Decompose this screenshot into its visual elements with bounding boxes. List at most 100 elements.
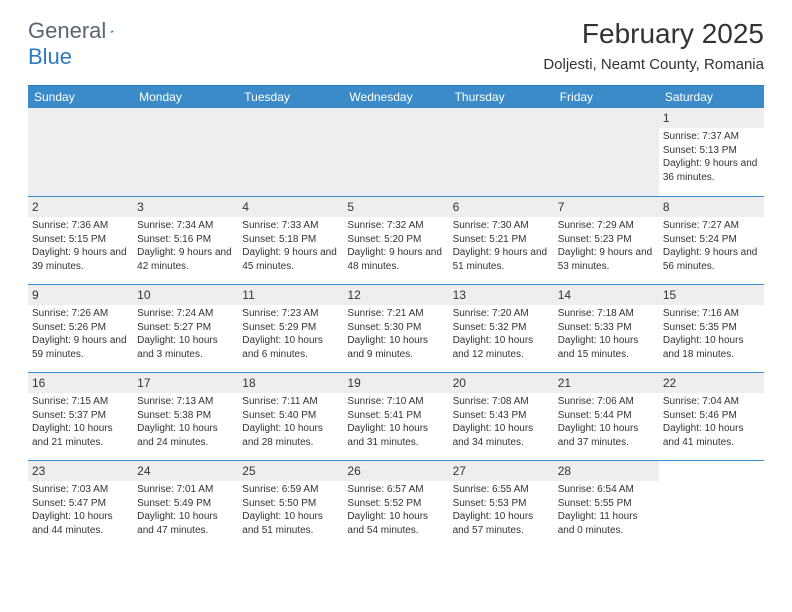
daylight: Daylight: 9 hours and 42 minutes.: [137, 246, 234, 273]
logo-blue-row: Blue: [28, 44, 72, 70]
sunrise: Sunrise: 7:34 AM: [137, 219, 234, 233]
day-cell: 24Sunrise: 7:01 AMSunset: 5:49 PMDayligh…: [133, 460, 238, 548]
sunset: Sunset: 5:43 PM: [453, 409, 550, 423]
day-cell: 8Sunrise: 7:27 AMSunset: 5:24 PMDaylight…: [659, 196, 764, 284]
empty-cell: [238, 108, 343, 196]
daylight: Daylight: 10 hours and 6 minutes.: [242, 334, 339, 361]
sunrise: Sunrise: 7:20 AM: [453, 307, 550, 321]
sunrise: Sunrise: 7:37 AM: [663, 130, 760, 144]
sunset: Sunset: 5:35 PM: [663, 321, 760, 335]
sunrise: Sunrise: 7:16 AM: [663, 307, 760, 321]
sunrise: Sunrise: 7:06 AM: [558, 395, 655, 409]
day-number: 23: [28, 461, 133, 481]
daylight: Daylight: 9 hours and 39 minutes.: [32, 246, 129, 273]
sunset: Sunset: 5:41 PM: [347, 409, 444, 423]
day-cell: 3Sunrise: 7:34 AMSunset: 5:16 PMDaylight…: [133, 196, 238, 284]
daylight: Daylight: 10 hours and 54 minutes.: [347, 510, 444, 537]
sunrise: Sunrise: 7:04 AM: [663, 395, 760, 409]
dayhead-sun: Sunday: [28, 86, 133, 108]
sunset: Sunset: 5:32 PM: [453, 321, 550, 335]
daylight: Daylight: 10 hours and 24 minutes.: [137, 422, 234, 449]
sunrise: Sunrise: 7:32 AM: [347, 219, 444, 233]
sunrise: Sunrise: 7:26 AM: [32, 307, 129, 321]
day-number: 15: [659, 285, 764, 305]
sunset: Sunset: 5:52 PM: [347, 497, 444, 511]
day-cell: 23Sunrise: 7:03 AMSunset: 5:47 PMDayligh…: [28, 460, 133, 548]
daylight: Daylight: 10 hours and 9 minutes.: [347, 334, 444, 361]
day-number: 5: [343, 197, 448, 217]
sunrise: Sunrise: 6:54 AM: [558, 483, 655, 497]
day-number: 12: [343, 285, 448, 305]
daylight: Daylight: 9 hours and 48 minutes.: [347, 246, 444, 273]
sunset: Sunset: 5:21 PM: [453, 233, 550, 247]
daylight: Daylight: 10 hours and 37 minutes.: [558, 422, 655, 449]
daylight: Daylight: 10 hours and 57 minutes.: [453, 510, 550, 537]
sunset: Sunset: 5:26 PM: [32, 321, 129, 335]
day-number: 9: [28, 285, 133, 305]
sunrise: Sunrise: 7:24 AM: [137, 307, 234, 321]
sunset: Sunset: 5:46 PM: [663, 409, 760, 423]
daylight: Daylight: 10 hours and 51 minutes.: [242, 510, 339, 537]
sunrise: Sunrise: 7:03 AM: [32, 483, 129, 497]
sunset: Sunset: 5:16 PM: [137, 233, 234, 247]
sunset: Sunset: 5:33 PM: [558, 321, 655, 335]
day-number: 22: [659, 373, 764, 393]
day-cell: 4Sunrise: 7:33 AMSunset: 5:18 PMDaylight…: [238, 196, 343, 284]
daylight: Daylight: 9 hours and 59 minutes.: [32, 334, 129, 361]
sunrise: Sunrise: 7:30 AM: [453, 219, 550, 233]
sunrise: Sunrise: 7:18 AM: [558, 307, 655, 321]
sunset: Sunset: 5:15 PM: [32, 233, 129, 247]
sunset: Sunset: 5:27 PM: [137, 321, 234, 335]
day-number: 17: [133, 373, 238, 393]
dayhead-mon: Monday: [133, 86, 238, 108]
day-number: 4: [238, 197, 343, 217]
sunrise: Sunrise: 7:10 AM: [347, 395, 444, 409]
sunrise: Sunrise: 7:11 AM: [242, 395, 339, 409]
empty-cell: [133, 108, 238, 196]
day-number: 28: [554, 461, 659, 481]
empty-cell: [28, 108, 133, 196]
sunrise: Sunrise: 7:01 AM: [137, 483, 234, 497]
sunset: Sunset: 5:30 PM: [347, 321, 444, 335]
daylight: Daylight: 9 hours and 56 minutes.: [663, 246, 760, 273]
daylight: Daylight: 10 hours and 18 minutes.: [663, 334, 760, 361]
day-cell: 12Sunrise: 7:21 AMSunset: 5:30 PMDayligh…: [343, 284, 448, 372]
day-number: 19: [343, 373, 448, 393]
daylight: Daylight: 10 hours and 3 minutes.: [137, 334, 234, 361]
logo-triangle-icon: [110, 23, 113, 39]
sunset: Sunset: 5:24 PM: [663, 233, 760, 247]
daylight: Daylight: 10 hours and 15 minutes.: [558, 334, 655, 361]
sunset: Sunset: 5:13 PM: [663, 144, 760, 158]
sunset: Sunset: 5:37 PM: [32, 409, 129, 423]
day-number: 16: [28, 373, 133, 393]
day-cell: 1 Sunrise: 7:37 AM Sunset: 5:13 PM Dayli…: [659, 108, 764, 196]
day-number: 25: [238, 461, 343, 481]
dayhead-thu: Thursday: [449, 86, 554, 108]
day-number: 26: [343, 461, 448, 481]
day-number: 18: [238, 373, 343, 393]
day-cell: 9 Sunrise: 7:26 AMSunset: 5:26 PMDaylight…: [28, 284, 133, 372]
month-title: February 2025: [543, 18, 764, 50]
dayhead-fri: Friday: [554, 86, 659, 108]
sunrise: Sunrise: 6:57 AM: [347, 483, 444, 497]
day-number: 10: [133, 285, 238, 305]
sunrise: Sunrise: 7:13 AM: [137, 395, 234, 409]
sunrise: Sunrise: 6:55 AM: [453, 483, 550, 497]
day-number: 27: [449, 461, 554, 481]
day-cell: 15 Sunrise: 7:16 AMSunset: 5:35 PMDayligh…: [659, 284, 764, 372]
empty-cell: [659, 460, 764, 548]
day-number: 20: [449, 373, 554, 393]
location: Doljesti, Neamt County, Romania: [543, 56, 764, 73]
day-number: 11: [238, 285, 343, 305]
day-cell: 7Sunrise: 7:29 AMSunset: 5:23 PMDaylight…: [554, 196, 659, 284]
day-cell: 11Sunrise: 7:23 AMSunset: 5:29 PMDayligh…: [238, 284, 343, 372]
daylight: Daylight: 10 hours and 21 minutes.: [32, 422, 129, 449]
title-block: February 2025 Doljesti, Neamt County, Ro…: [543, 18, 764, 77]
sunset: Sunset: 5:49 PM: [137, 497, 234, 511]
sunset: Sunset: 5:38 PM: [137, 409, 234, 423]
header: General February 2025 Doljesti, Neamt Co…: [0, 0, 792, 85]
sunrise: Sunrise: 7:29 AM: [558, 219, 655, 233]
daylight: Daylight: 9 hours and 45 minutes.: [242, 246, 339, 273]
day-cell: 26 Sunrise: 6:57 AMSunset: 5:52 PMDayligh…: [343, 460, 448, 548]
calendar-grid: Sunday Monday Tuesday Wednesday Thursday…: [28, 86, 764, 548]
